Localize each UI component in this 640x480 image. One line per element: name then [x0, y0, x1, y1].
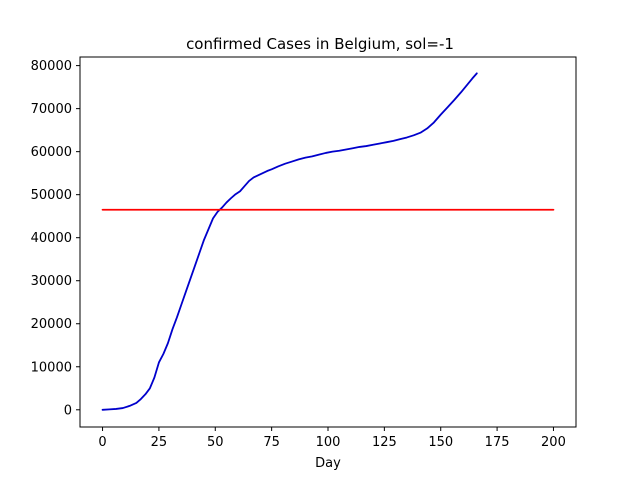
series-line-0 — [101, 72, 478, 411]
y-tick-label: 40000 — [31, 231, 72, 246]
x-tick-label: 75 — [263, 435, 280, 450]
y-axis: 0 10000 20000 30000 40000 50000 60000 70000 8000… — [31, 59, 80, 418]
x-tick-label: 125 — [372, 435, 397, 450]
x-axis-label: Day — [315, 456, 341, 471]
y-tick-label: 30000 — [31, 274, 72, 289]
y-tick-label: 80000 — [31, 59, 72, 74]
x-tick-label: 150 — [428, 435, 453, 450]
y-tick-label: 10000 — [31, 360, 72, 375]
x-tick-label: 100 — [316, 435, 341, 450]
x-tick-label: 25 — [151, 435, 168, 450]
y-tick-label: 0 — [64, 403, 72, 418]
x-tick-label: 0 — [98, 435, 106, 450]
x-tick-label: 175 — [485, 435, 510, 450]
y-tick-label: 60000 — [31, 145, 72, 160]
y-tick-label: 20000 — [31, 317, 72, 332]
x-axis: 0 25 50 75 100 125 150 175 200 — [98, 427, 566, 450]
y-tick-label: 70000 — [31, 102, 72, 117]
x-tick-label: 50 — [207, 435, 224, 450]
x-tick-label: 200 — [541, 435, 566, 450]
chart-title: confirmed Cases in Belgium, sol=-1 — [186, 35, 454, 53]
y-tick-label: 50000 — [31, 188, 72, 203]
